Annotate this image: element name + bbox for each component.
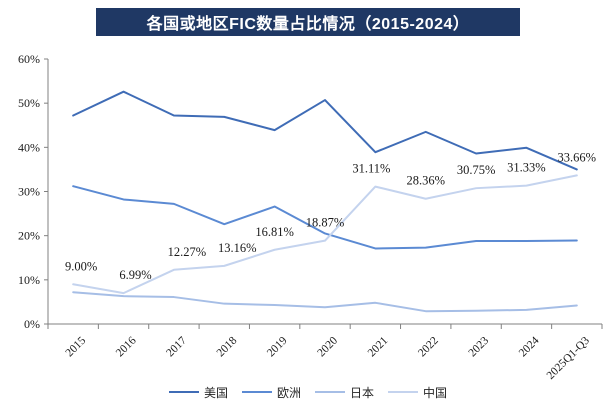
legend-item-usa[interactable]: 美国 (168, 384, 228, 401)
legend-item-europe[interactable]: 欧洲 (241, 384, 301, 401)
x-axis-label: 2023 (466, 334, 491, 359)
legend-item-china[interactable]: 中国 (388, 384, 447, 401)
y-axis-label: 30% (18, 185, 40, 199)
data-label-china: 30.75% (457, 163, 496, 177)
series-line-usa (72, 90, 578, 171)
series-line-china (72, 174, 578, 295)
data-label-china: 33.66% (558, 150, 597, 164)
legend-swatch-usa (168, 391, 199, 393)
data-label-china: 31.11% (352, 162, 390, 176)
x-axis-label: 2019 (265, 334, 290, 359)
legend-swatch-japan (315, 391, 345, 393)
data-label-china: 6.99% (119, 268, 151, 282)
legend-label-usa: 美国 (203, 385, 228, 400)
data-label-china: 12.27% (168, 245, 207, 259)
x-axis-label: 2018 (215, 334, 240, 359)
data-label-china: 18.87% (306, 216, 345, 230)
series-line-japan (72, 291, 578, 313)
x-axis-label: 2020 (315, 334, 340, 359)
chart-legend: 美国 欧洲 日本 中国 (0, 382, 616, 402)
data-label-china: 13.16% (218, 241, 257, 255)
legend-label-japan: 日本 (350, 385, 375, 400)
y-axis-label: 50% (18, 96, 40, 110)
x-axis-label: 2015 (64, 334, 89, 359)
legend-label-china: 中国 (423, 385, 448, 400)
series-line-europe (72, 185, 578, 250)
x-axis-label: 2016 (114, 334, 139, 359)
x-axis-label: 2017 (164, 334, 189, 359)
legend-swatch-china (388, 391, 419, 393)
x-axis-label: 2021 (366, 334, 391, 359)
x-axis-label: 2024 (517, 334, 542, 359)
x-axis-label: 2022 (416, 334, 441, 359)
legend-label-europe: 欧洲 (276, 385, 301, 400)
y-axis-label: 10% (18, 273, 40, 287)
data-label-china: 9.00% (65, 259, 97, 273)
chart-title: 各国或地区FIC数量占比情况（2015-2024） (96, 8, 520, 36)
y-axis-label: 0% (24, 317, 40, 331)
legend-swatch-europe (241, 391, 272, 393)
y-axis-label: 20% (18, 229, 40, 243)
data-label-china: 16.81% (255, 225, 294, 239)
y-axis-label: 60% (18, 52, 40, 66)
legend-item-japan[interactable]: 日本 (315, 384, 374, 401)
x-axis-label: 2025Q1-Q3 (545, 334, 593, 382)
y-axis-label: 40% (18, 140, 40, 154)
data-label-china: 28.36% (406, 174, 445, 188)
data-label-china: 31.33% (507, 161, 546, 175)
